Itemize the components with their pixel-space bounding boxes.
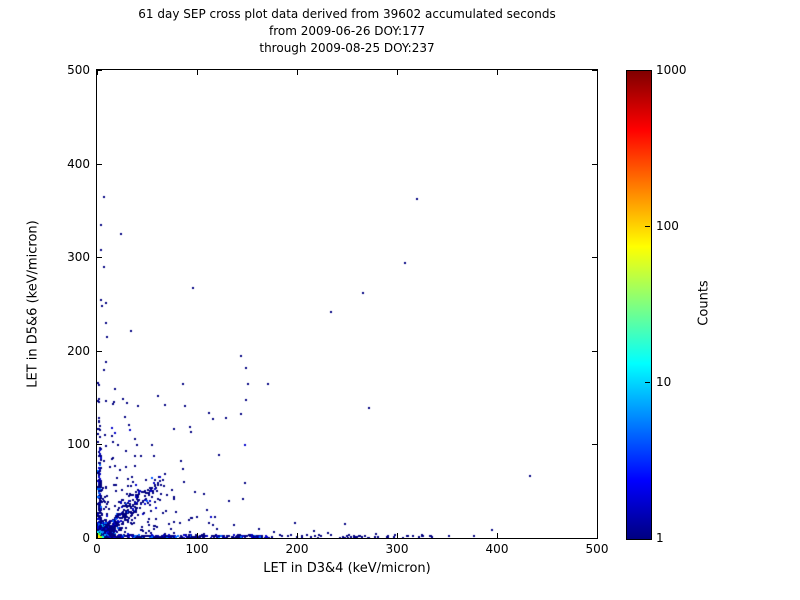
x-tick-label: 300	[385, 542, 409, 556]
tick-mark	[592, 538, 597, 539]
y-axis-label: LET in D5&6 (keV/micron)	[25, 220, 41, 388]
tick-mark	[592, 444, 597, 446]
chart-title: 61 day SEP cross plot data derived from …	[97, 6, 597, 57]
tick-mark	[397, 70, 398, 75]
tick-mark	[497, 533, 498, 538]
tick-mark	[592, 70, 597, 71]
tick-mark	[97, 70, 98, 75]
y-tick-label: 0	[82, 531, 90, 545]
x-tick-label: 400	[485, 542, 509, 556]
colorbar-tick-label: 1	[656, 531, 664, 545]
colorbar-tick-mark	[645, 382, 650, 383]
tick-mark	[197, 70, 198, 75]
scatter-canvas	[97, 70, 597, 538]
tick-mark	[592, 257, 597, 259]
y-tick-label: 500	[67, 63, 90, 77]
y-tick-label: 200	[67, 343, 90, 358]
tick-mark	[597, 70, 598, 75]
tick-mark	[97, 70, 102, 71]
title-line-2: from 2009-06-26 DOY:177	[268, 24, 425, 38]
tick-mark	[97, 533, 98, 538]
tick-mark	[97, 163, 102, 165]
tick-mark	[592, 350, 597, 352]
colorbar-gradient	[626, 70, 652, 540]
tick-mark	[297, 533, 298, 538]
plot-area	[96, 69, 598, 539]
colorbar-tick-mark	[645, 226, 650, 227]
tick-mark	[597, 533, 598, 538]
x-tick-label: 500	[585, 542, 609, 556]
x-tick-label: 100	[185, 542, 209, 556]
tick-mark	[397, 533, 398, 538]
colorbar-label: Counts	[696, 280, 712, 326]
tick-mark	[97, 444, 102, 446]
x-tick-label: 200	[285, 542, 309, 556]
title-line-1: 61 day SEP cross plot data derived from …	[138, 7, 556, 21]
tick-mark	[97, 257, 102, 259]
tick-mark	[97, 538, 102, 539]
colorbar-tick-label: 100	[656, 219, 679, 233]
tick-mark	[497, 70, 498, 75]
tick-mark	[97, 350, 102, 352]
y-tick-label: 300	[67, 250, 90, 265]
colorbar-tick-label: 10	[656, 375, 672, 389]
title-line-3: through 2009-08-25 DOY:237	[259, 41, 435, 55]
x-axis-label: LET in D3&4 (keV/micron)	[263, 561, 431, 576]
y-tick-label: 100	[67, 437, 90, 452]
tick-mark	[592, 163, 597, 165]
colorbar-tick-label: 1000	[656, 63, 687, 77]
tick-mark	[297, 70, 298, 75]
y-tick-label: 400	[67, 156, 90, 171]
tick-mark	[197, 533, 198, 538]
x-tick-label: 0	[93, 542, 101, 556]
